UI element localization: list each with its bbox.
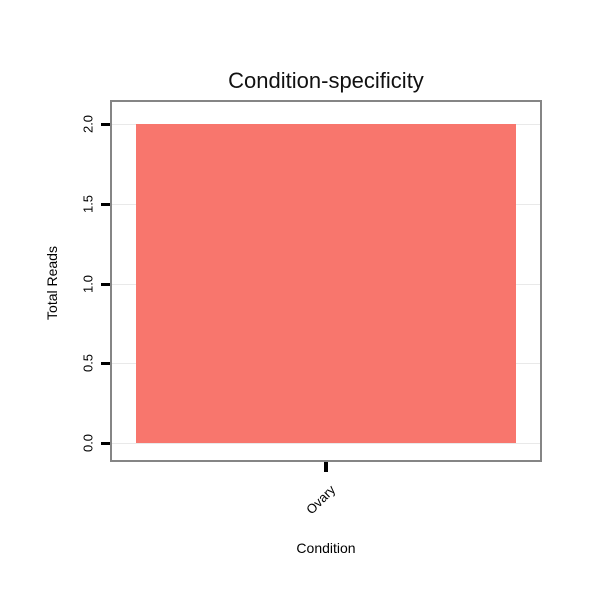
y-axis-tick [101,123,110,126]
x-axis-title: Condition [296,540,356,556]
y-axis-tick [101,362,110,366]
chart-title: Condition-specificity [228,68,424,93]
y-axis-tick-label: 2.0 [80,114,96,134]
gridline [112,443,540,444]
y-axis-tick [101,282,110,286]
x-axis-tick [324,462,328,472]
x-axis-tick-label: Ovary [303,482,339,518]
y-axis-tick-label: 1.0 [80,274,96,293]
y-axis-tick-label: 1.5 [80,194,96,213]
y-axis-tick-label: 0.0 [80,433,96,453]
y-axis-title: Total Reads [44,246,60,320]
bar-ovary [136,124,516,443]
y-axis-tick [101,202,110,206]
y-axis-tick [101,442,110,445]
plot-panel [110,100,542,462]
y-axis-tick-label: 0.5 [80,354,96,373]
